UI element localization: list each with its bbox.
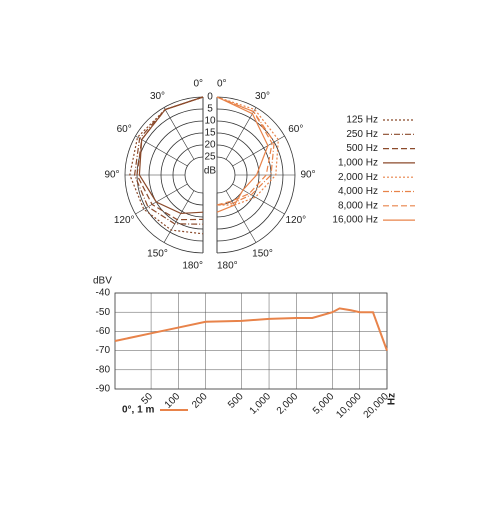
x-axis-label: Hz [387, 393, 398, 405]
angle-label: 90° [104, 170, 119, 181]
angle-label: 30° [150, 91, 165, 102]
polar-curve [133, 96, 204, 225]
spoke [163, 107, 195, 160]
legend-label: 8,000 Hz [338, 200, 378, 211]
polar-curve [138, 96, 204, 215]
r-tick-label: 25 [204, 152, 216, 163]
x-tick-label: 5,000 [311, 391, 337, 417]
spoke [232, 183, 285, 215]
x-tick-label: 10,000 [334, 391, 364, 421]
legend-label: 250 Hz [346, 129, 378, 140]
legend-label: 500 Hz [346, 143, 378, 154]
response-line [114, 307, 388, 351]
polar-curve [216, 96, 275, 206]
angle-label: 120° [285, 215, 306, 226]
angle-label: 60° [288, 124, 303, 135]
x-tick-label: 500 [226, 391, 246, 411]
r-tick-label: 5 [207, 104, 213, 115]
r-tick-label: 15 [204, 128, 216, 139]
y-tick-label: -90 [96, 384, 111, 395]
angle-label: 180° [182, 261, 203, 272]
angle-label: 30° [255, 91, 270, 102]
y-axis-label: dBV [93, 276, 112, 287]
legend-label: 16,000 Hz [332, 215, 378, 226]
legend-label: 0°, 1 m [122, 405, 154, 416]
y-tick-label: -40 [96, 288, 111, 299]
angle-label: 180° [217, 261, 238, 272]
spoke [225, 190, 257, 243]
polar-curve [129, 96, 204, 235]
spoke [135, 135, 188, 167]
legend-label: 2,000 Hz [338, 172, 378, 183]
spoke [163, 190, 195, 243]
plot-frame [114, 292, 388, 390]
ring [184, 156, 204, 194]
angle-label: 90° [300, 170, 315, 181]
angle-label: 0° [217, 79, 227, 90]
ring [216, 156, 236, 194]
x-tick-label: 1,000 [248, 391, 274, 417]
y-tick-label: -50 [96, 307, 111, 318]
legend-label: 125 Hz [346, 115, 378, 126]
angle-label: 120° [114, 215, 135, 226]
polar-curve [216, 96, 273, 206]
angle-label: 0° [193, 79, 203, 90]
polar-curve [216, 96, 269, 213]
x-tick-label: 2,000 [275, 391, 301, 417]
r-tick-label: 0 [207, 92, 213, 103]
r-tick-label: 10 [204, 116, 216, 127]
y-tick-label: -80 [96, 364, 111, 375]
polar-curve [216, 96, 279, 206]
angle-label: 150° [252, 248, 273, 259]
angle-label: 150° [147, 248, 168, 259]
r-tick-label: 20 [204, 140, 216, 151]
x-tick-label: 100 [163, 391, 183, 411]
angle-label: 60° [117, 124, 132, 135]
y-tick-label: -60 [96, 326, 111, 337]
legend-label: 1,000 Hz [338, 158, 378, 169]
r-axis-label: dB [204, 166, 217, 177]
spoke [135, 183, 188, 215]
spoke [225, 107, 257, 160]
y-tick-label: -70 [96, 345, 111, 356]
x-tick-label: 200 [190, 391, 210, 411]
legend-label: 4,000 Hz [338, 186, 378, 197]
spoke [232, 135, 285, 167]
